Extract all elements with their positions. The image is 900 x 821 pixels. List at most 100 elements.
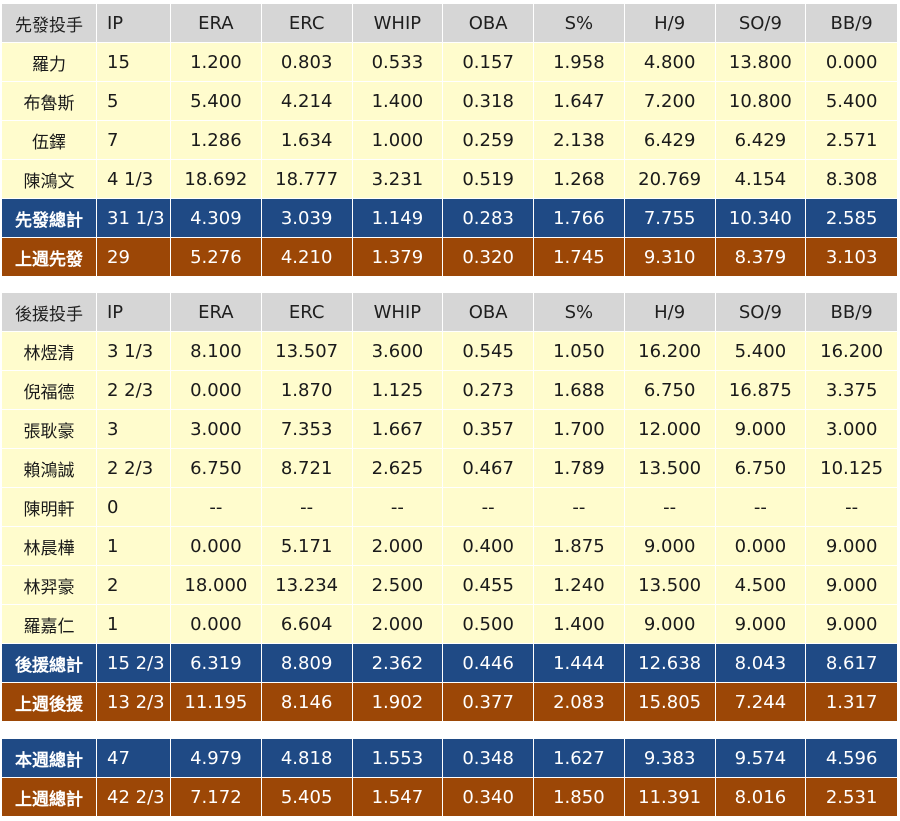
ip-value: 3 1/3 — [97, 332, 171, 371]
stat-cell: 3.000 — [171, 410, 262, 449]
stat-cell: 1.317 — [806, 683, 897, 722]
stat-cell: 4.800 — [624, 43, 716, 82]
stat-cell: 7.353 — [261, 410, 353, 449]
stat-cell: 0.000 — [171, 371, 262, 410]
stat-cell: 1.000 — [352, 121, 444, 160]
stat-cell: 1.379 — [352, 238, 444, 277]
player-name: 先發總計 — [2, 199, 97, 238]
stat-cell: 3.103 — [806, 238, 897, 277]
last-week-row: 上週後援 13 2/3 11.195 8.146 1.902 0.377 2.083 15.8… — [2, 683, 897, 722]
ip-value: 2 2/3 — [97, 371, 171, 410]
stat-cell: 0.500 — [443, 605, 534, 644]
stat-cell: 0.273 — [443, 371, 534, 410]
stat-cell: 5.400 — [715, 332, 807, 371]
stat-cell: 9.310 — [624, 238, 716, 277]
stat-cell: 4.210 — [261, 238, 353, 277]
table-row: 羅力 15 1.200 0.803 0.533 0.157 1.958 4.800 13.800… — [2, 43, 897, 82]
stat-cell: 1.444 — [534, 644, 625, 683]
stat-cell: 3.600 — [352, 332, 444, 371]
stat-cell: 12.638 — [624, 644, 716, 683]
summary-table: 本週總計 47 4.979 4.818 1.553 0.348 1.627 9.383 9.57… — [2, 739, 897, 817]
stat-cell: 6.429 — [715, 121, 807, 160]
table-row: 羅嘉仁 1 0.000 6.604 2.000 0.500 1.400 9.000 9.000 9… — [2, 605, 897, 644]
stat-cell: 0.519 — [443, 160, 534, 199]
stat-cell: 7.172 — [171, 778, 262, 817]
stat-cell: 11.391 — [624, 778, 716, 817]
column-header: H/9 — [624, 293, 716, 332]
stat-cell: 0.340 — [443, 778, 534, 817]
stat-cell: 2.625 — [352, 449, 444, 488]
stat-cell: 1.200 — [171, 43, 262, 82]
stat-cell: -- — [624, 488, 716, 527]
stat-cell: 9.000 — [715, 410, 807, 449]
stat-cell: 8.809 — [261, 644, 353, 683]
stat-cell: 16.875 — [715, 371, 807, 410]
ip-value: 5 — [97, 82, 171, 121]
stat-cell: 0.283 — [443, 199, 534, 238]
ip-value: 15 — [97, 43, 171, 82]
stat-cell: 4.500 — [715, 566, 807, 605]
table-row: 倪福德 2 2/3 0.000 1.870 1.125 0.273 1.688 6.750 16… — [2, 371, 897, 410]
stat-cell: 6.319 — [171, 644, 262, 683]
stat-cell: 3.231 — [352, 160, 444, 199]
stat-cell: 18.692 — [171, 160, 262, 199]
stat-cell: 1.850 — [534, 778, 625, 817]
column-header: OBA — [443, 293, 534, 332]
section-title: 先發投手 — [2, 4, 97, 43]
stat-cell: 0.467 — [443, 449, 534, 488]
table-row: 林羿豪 2 18.000 13.234 2.500 0.455 1.240 13.500 4.5… — [2, 566, 897, 605]
stat-cell: 1.547 — [352, 778, 444, 817]
stat-cell: 11.195 — [171, 683, 262, 722]
player-name: 倪福德 — [2, 371, 97, 410]
stat-cell: 4.596 — [806, 739, 897, 778]
ip-value: 13 2/3 — [97, 683, 171, 722]
column-header: S% — [534, 293, 625, 332]
stat-cell: 15.805 — [624, 683, 716, 722]
ip-value: 2 2/3 — [97, 449, 171, 488]
relievers-table: 後援投手 IP ERA ERC WHIP OBA S% H/9 SO/9 BB/… — [2, 293, 897, 722]
player-name: 本週總計 — [2, 739, 97, 778]
column-header: ERA — [171, 293, 262, 332]
stat-cell: 9.000 — [624, 527, 716, 566]
ip-value: 3 — [97, 410, 171, 449]
player-name: 林羿豪 — [2, 566, 97, 605]
stat-cell: 1.745 — [534, 238, 625, 277]
player-name: 羅力 — [2, 43, 97, 82]
player-name: 上週總計 — [2, 778, 97, 817]
starters-table: 先發投手 IP ERA ERC WHIP OBA S% H/9 SO/9 BB/… — [2, 4, 897, 277]
table-row: 林晨樺 1 0.000 5.171 2.000 0.400 1.875 9.000 0.000 9… — [2, 527, 897, 566]
last-week-total-row: 上週總計 42 2/3 7.172 5.405 1.547 0.340 1.850 11.39… — [2, 778, 897, 817]
stat-cell: 4.309 — [171, 199, 262, 238]
stat-cell: 1.688 — [534, 371, 625, 410]
stat-cell: 0.803 — [261, 43, 353, 82]
ip-value: 31 1/3 — [97, 199, 171, 238]
stat-cell: 5.171 — [261, 527, 353, 566]
stat-cell: 8.146 — [261, 683, 353, 722]
stat-cell: 8.721 — [261, 449, 353, 488]
stat-cell: 1.667 — [352, 410, 444, 449]
stat-cell: 0.545 — [443, 332, 534, 371]
stat-cell: 8.308 — [806, 160, 897, 199]
stat-cell: 0.446 — [443, 644, 534, 683]
stat-cell: 0.357 — [443, 410, 534, 449]
stat-cell: 9.000 — [624, 605, 716, 644]
stat-cell: 2.083 — [534, 683, 625, 722]
column-header: S% — [534, 4, 625, 43]
stat-cell: 10.125 — [806, 449, 897, 488]
week-total-row: 本週總計 47 4.979 4.818 1.553 0.348 1.627 9.383 9.57… — [2, 739, 897, 778]
player-name: 布魯斯 — [2, 82, 97, 121]
ip-value: 29 — [97, 238, 171, 277]
column-header: WHIP — [352, 4, 444, 43]
ip-value: 7 — [97, 121, 171, 160]
header-row: 後援投手 IP ERA ERC WHIP OBA S% H/9 SO/9 BB/… — [2, 293, 897, 332]
stat-cell: 4.214 — [261, 82, 353, 121]
stat-cell: 1.400 — [352, 82, 444, 121]
player-name: 陳鴻文 — [2, 160, 97, 199]
stat-cell: 12.000 — [624, 410, 716, 449]
stat-cell: 0.000 — [806, 43, 897, 82]
stat-cell: 13.500 — [624, 566, 716, 605]
stat-cell: 1.268 — [534, 160, 625, 199]
stat-cell: 5.400 — [171, 82, 262, 121]
stat-cell: 13.507 — [261, 332, 353, 371]
stat-cell: 0.318 — [443, 82, 534, 121]
